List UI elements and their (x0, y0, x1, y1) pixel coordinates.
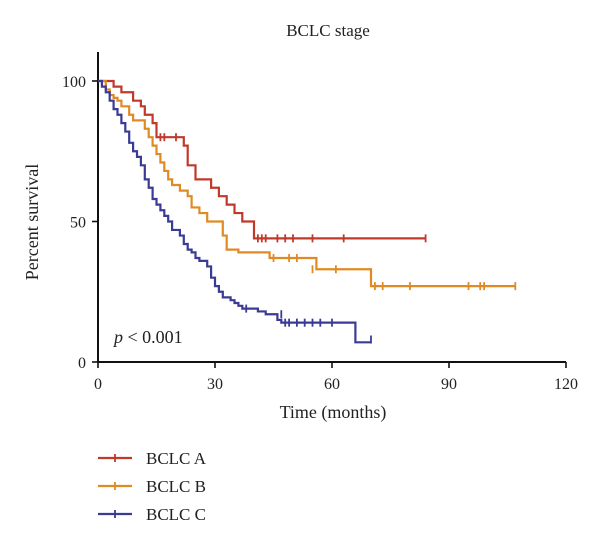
x-tick-label: 90 (441, 376, 457, 393)
chart-title: BCLC stage (286, 21, 370, 40)
series-bclc-b (98, 79, 517, 291)
p-symbol: p (112, 327, 123, 347)
y-ticks: 0 50 100 (62, 74, 98, 372)
x-tick-label: 60 (324, 376, 340, 393)
legend: BCLC A BCLC B BCLC C (98, 449, 207, 524)
legend-item-bclc-c: BCLC C (98, 505, 206, 524)
series-bclc-c (98, 79, 372, 344)
legend-item-bclc-a: BCLC A (98, 449, 207, 468)
y-tick-label: 100 (62, 74, 86, 91)
series-line-bclc-b (98, 79, 516, 288)
series-bclc-a (98, 79, 427, 243)
legend-item-bclc-b: BCLC B (98, 477, 206, 496)
series-line-bclc-a (98, 79, 426, 240)
x-tick-label: 0 (94, 376, 102, 393)
y-tick-label: 50 (70, 215, 86, 232)
plot-axes (97, 52, 566, 363)
legend-label-bclc-b: BCLC B (146, 477, 206, 496)
legend-label-bclc-c: BCLC C (146, 505, 206, 524)
legend-label-bclc-a: BCLC A (146, 449, 207, 468)
series-line-bclc-c (98, 79, 371, 344)
x-tick-label: 30 (207, 376, 223, 393)
p-value-text: < 0.001 (123, 327, 183, 347)
x-tick-label: 120 (554, 376, 578, 393)
survival-curves (98, 79, 517, 344)
y-tick-label: 0 (78, 355, 86, 372)
y-axis-label: Percent survival (22, 164, 42, 280)
x-axis-label: Time (months) (280, 402, 387, 423)
x-ticks: 0 30 60 90 120 (94, 362, 578, 393)
p-value-annotation: p < 0.001 (112, 327, 183, 347)
